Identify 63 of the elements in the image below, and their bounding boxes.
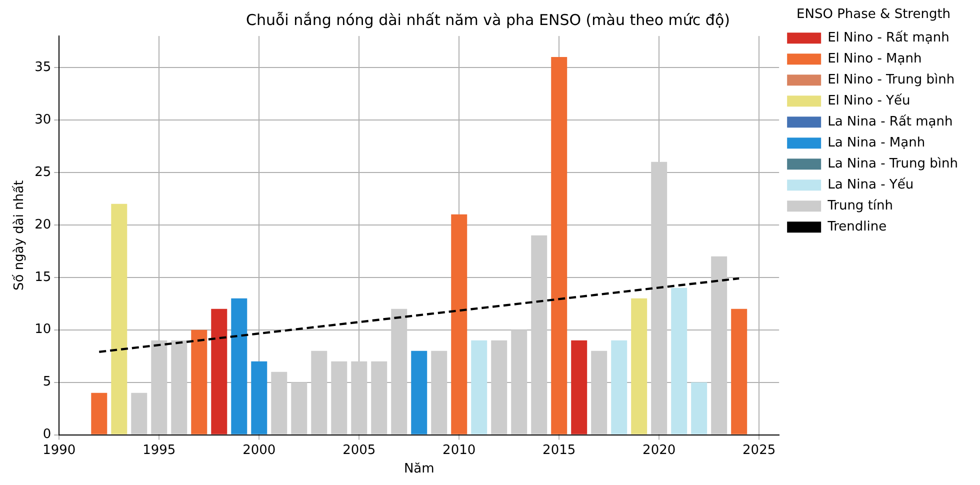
x-tick-label: 2025 [742, 442, 776, 458]
bar [131, 392, 148, 434]
bar [271, 372, 288, 434]
bar [651, 162, 668, 434]
y-tick-label: 10 [34, 322, 52, 338]
bar [571, 340, 588, 434]
y-tick-label: 35 [34, 60, 52, 75]
y-tick-label: 15 [34, 270, 52, 285]
bar [731, 308, 748, 434]
y-tick-label: 5 [42, 374, 52, 390]
legend-title: ENSO Phase & Strength [796, 6, 951, 22]
bar [371, 361, 388, 434]
bar [331, 361, 348, 434]
bar [711, 256, 728, 434]
bar [191, 330, 208, 434]
x-tick-label: 2020 [642, 442, 676, 458]
bar [211, 308, 228, 434]
legend-label: Trung tính [826, 198, 894, 214]
bar [591, 350, 608, 434]
bar [531, 235, 548, 434]
legend-label: Trendline [826, 219, 887, 234]
legend-label: La Nina - Mạnh [828, 135, 926, 150]
bar [611, 340, 628, 434]
legend-label: La Nina - Trung bình [828, 156, 958, 172]
bar [91, 392, 108, 434]
y-tick-label: 25 [34, 164, 52, 180]
bar [671, 288, 688, 434]
x-tick-label: 2005 [342, 442, 376, 458]
y-tick-label: 20 [34, 217, 52, 232]
legend-label: El Nino - Rất mạnh [828, 30, 950, 46]
bar [631, 298, 648, 434]
bar [351, 361, 368, 434]
bar [391, 308, 408, 434]
legend-label: La Nina - Yếu [828, 177, 914, 192]
y-tick-label: 0 [42, 427, 52, 442]
legend-label: El Nino - Trung bình [828, 72, 955, 88]
chart-title: Chuỗi nắng nóng dài nhất năm và pha ENSO (màu theo mức độ) [246, 10, 730, 29]
x-tick-label: 1995 [142, 442, 176, 458]
bar [311, 350, 328, 434]
x-tick-label: 2010 [442, 442, 476, 458]
bar [551, 56, 568, 434]
bar [171, 340, 188, 434]
x-axis-title: Năm [404, 462, 434, 477]
x-tick-label: 2015 [542, 442, 576, 458]
legend-label: La Nina - Rất mạnh [828, 114, 953, 130]
bar [291, 382, 308, 434]
legend-label: El Nino - Mạnh [828, 51, 922, 66]
bar [431, 350, 448, 434]
x-tick-label: 1990 [42, 442, 76, 458]
bar [511, 330, 528, 434]
bar [231, 298, 248, 434]
legend-label: El Nino - Yếu [828, 93, 910, 108]
x-tick-label: 2000 [242, 442, 276, 458]
y-tick-label: 30 [34, 112, 52, 128]
bar [471, 340, 488, 434]
bar [451, 214, 468, 434]
bar [111, 204, 128, 434]
bar [151, 340, 168, 434]
bar [251, 361, 268, 434]
bar [691, 382, 708, 434]
y-axis-title: Số ngày dài nhất [12, 180, 28, 290]
bar [411, 350, 428, 434]
bar [491, 340, 508, 434]
